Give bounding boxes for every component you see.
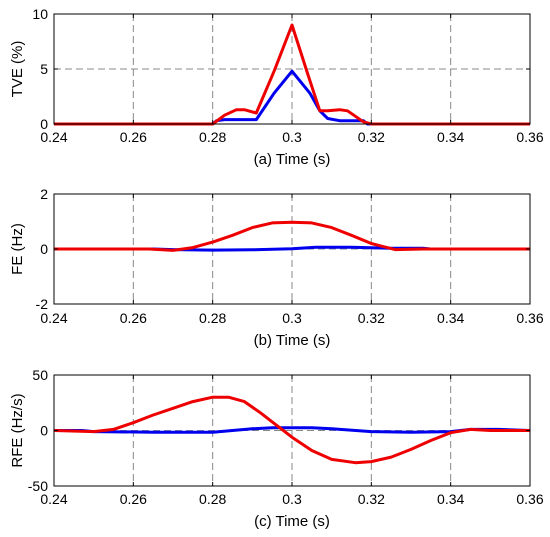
x-tick-label: 0.32 <box>358 129 385 145</box>
y-tick-label: -2 <box>36 296 49 312</box>
series-line-1 <box>54 69 530 126</box>
y-axis-label: RFE (Hz/s) <box>9 393 26 467</box>
series-line-2 <box>54 23 530 126</box>
x-tick-label: 0.36 <box>516 129 543 145</box>
x-tick-label: 0.36 <box>516 491 543 507</box>
x-tick-label: 0.3 <box>282 491 302 507</box>
y-tick-label: 2 <box>40 186 48 202</box>
x-tick-label: 0.3 <box>282 129 302 145</box>
x-tick-label: 0.32 <box>358 310 385 326</box>
x-tick-label: 0.3 <box>282 310 302 326</box>
y-axis-label: FE (Hz) <box>9 223 26 275</box>
chart-panel-a: 0.24 0.26 0.28 0.3 0.32 0.34 0.36 0 5 10 (a) Time … <box>9 6 544 168</box>
x-axis-label: (c) Time (s) <box>254 513 330 530</box>
x-axis-label: (b) Time (s) <box>254 332 331 349</box>
y-tick-label: 50 <box>32 367 48 383</box>
x-tick-label: 0.28 <box>199 310 226 326</box>
x-tick-label: 0.34 <box>437 491 464 507</box>
y-axis-label: TVE (%) <box>9 41 26 98</box>
y-tick-label: 5 <box>40 61 48 77</box>
y-tick-label: 10 <box>32 6 48 22</box>
y-tick-label: 0 <box>40 423 48 439</box>
y-tick-label: -50 <box>28 478 48 494</box>
x-tick-label: 0.24 <box>40 129 67 145</box>
y-tick-label: 0 <box>40 116 48 132</box>
x-tick-label: 0.34 <box>437 310 464 326</box>
x-tick-label: 0.28 <box>199 491 226 507</box>
x-tick-label: 0.26 <box>120 129 147 145</box>
chart-panel-b: 0.24 0.26 0.28 0.3 0.32 0.34 0.36 -2 0 2 (b) Time … <box>9 186 544 349</box>
chart-panel-c: 0.24 0.26 0.28 0.3 0.32 0.34 0.36 -50 0 50 (c) Tim… <box>9 367 544 530</box>
y-tick-label: 0 <box>40 241 48 257</box>
x-tick-label: 0.24 <box>40 310 67 326</box>
x-axis-label: (a) Time (s) <box>254 151 331 168</box>
x-tick-label: 0.36 <box>516 310 543 326</box>
series-line-2 <box>54 220 530 252</box>
series-line-2 <box>53 395 530 465</box>
x-tick-label: 0.32 <box>358 491 385 507</box>
x-tick-label: 0.26 <box>120 491 147 507</box>
x-tick-label: 0.28 <box>199 129 226 145</box>
x-tick-label: 0.24 <box>40 491 67 507</box>
x-tick-label: 0.26 <box>120 310 147 326</box>
x-tick-label: 0.34 <box>437 129 464 145</box>
